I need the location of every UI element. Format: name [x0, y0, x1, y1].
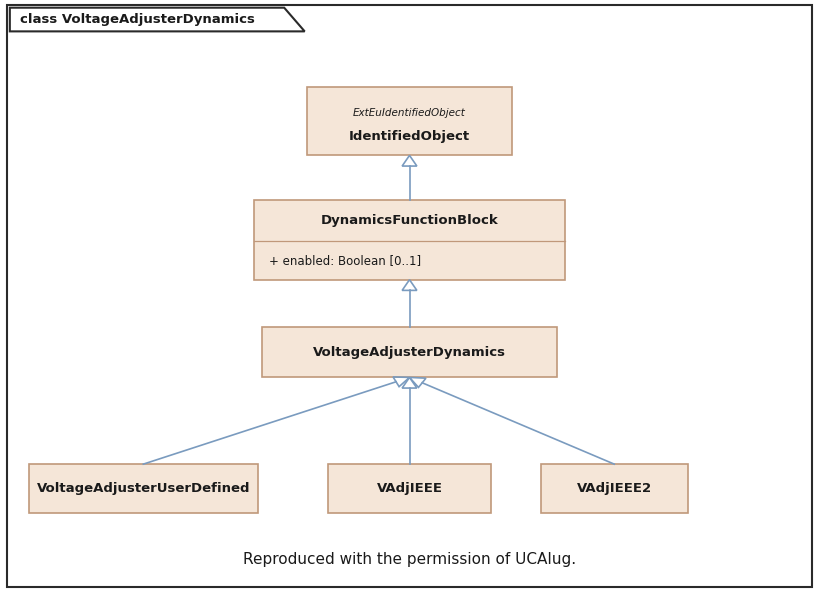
Text: DynamicsFunctionBlock: DynamicsFunctionBlock	[320, 214, 499, 227]
Bar	[254, 200, 565, 280]
Text: IdentifiedObject: IdentifiedObject	[349, 130, 470, 143]
Text: ExtEuIdentifiedObject: ExtEuIdentifiedObject	[353, 108, 466, 118]
Bar	[262, 327, 557, 378]
Bar	[541, 464, 688, 513]
Text: + enabled: Boolean [0..1]: + enabled: Boolean [0..1]	[269, 254, 421, 267]
Bar	[307, 87, 512, 155]
Text: Reproduced with the permission of UCAIug.: Reproduced with the permission of UCAIug…	[243, 552, 576, 567]
Text: VoltageAdjusterUserDefined: VoltageAdjusterUserDefined	[37, 482, 250, 495]
Text: VoltageAdjusterDynamics: VoltageAdjusterDynamics	[313, 346, 506, 359]
Bar	[29, 464, 258, 513]
Text: class VoltageAdjusterDynamics: class VoltageAdjusterDynamics	[20, 13, 255, 26]
Text: VAdjIEEE2: VAdjIEEE2	[577, 482, 652, 495]
Bar	[328, 464, 491, 513]
Polygon shape	[10, 8, 305, 31]
Text: VAdjIEEE: VAdjIEEE	[377, 482, 442, 495]
